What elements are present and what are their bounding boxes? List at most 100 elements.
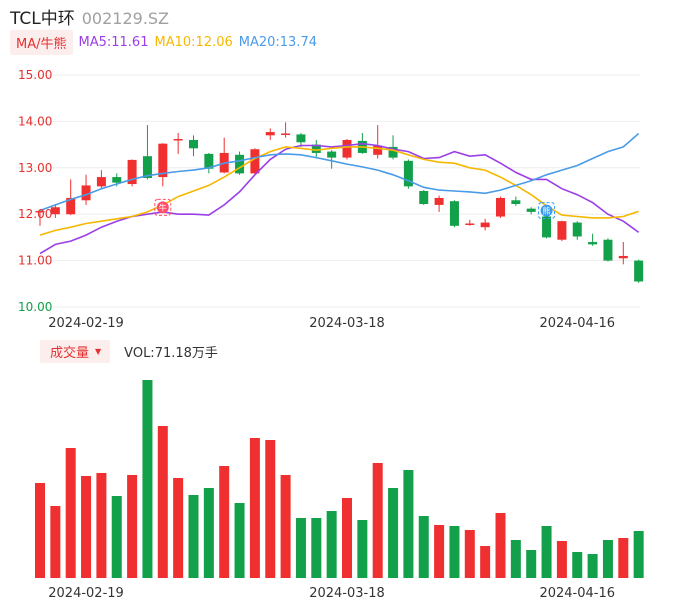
volume-bar — [188, 495, 199, 578]
candle-body — [127, 159, 137, 185]
volume-bar — [96, 473, 107, 578]
volume-legend: 成交量 ▼ VOL:71.18万手 — [40, 339, 218, 363]
date-axis-labels: 2024-02-19 2024-02-19 2024-03-18 2024-03-18… — [48, 316, 615, 601]
price-tick-label: 15.00 — [18, 68, 52, 82]
candle-body — [250, 149, 260, 174]
candle-body — [311, 144, 321, 153]
candle — [265, 128, 275, 140]
volume-bar — [265, 440, 276, 578]
volume-bar — [65, 448, 76, 578]
candle — [81, 174, 91, 205]
date-tick-label: 2024-04-16 — [539, 586, 615, 601]
volume-bar — [526, 550, 537, 578]
candle-body — [588, 242, 598, 245]
ma-legend: MA/牛熊 MA5:11.61 MA10:12.06 MA20:13.74 — [10, 29, 317, 55]
volume-bar — [618, 538, 629, 578]
candle-body — [296, 134, 306, 143]
candle — [66, 179, 76, 216]
volume-value: VOL:71.18万手 — [124, 345, 218, 361]
volume-bar — [35, 483, 45, 578]
candle-body — [327, 151, 337, 158]
candle — [219, 137, 229, 174]
date-tick-label: 2024-03-18 — [309, 586, 385, 601]
candle-body — [572, 222, 582, 237]
candle — [603, 238, 613, 262]
candle-body — [480, 222, 490, 228]
signal-marker-frame — [154, 198, 172, 216]
ma5-legend: MA5:11.61 — [78, 34, 149, 50]
candle-body — [403, 160, 413, 187]
volume-bar — [234, 503, 245, 578]
date-tick-label: 2024-04-16 — [539, 316, 615, 331]
candle-body — [496, 197, 505, 217]
candle — [634, 259, 644, 283]
candle-body — [542, 216, 552, 238]
volume-bar — [203, 488, 214, 578]
volume-bar — [403, 470, 414, 578]
volume-bar — [510, 540, 521, 578]
price-tick-label: 12.00 — [18, 207, 52, 221]
ma-toggle-button[interactable]: MA/牛熊 — [10, 29, 73, 55]
volume-bar — [480, 546, 491, 578]
candle — [449, 200, 459, 228]
candle-body — [112, 177, 122, 183]
candle — [96, 170, 106, 189]
candle-body — [419, 191, 429, 204]
candle-body — [449, 201, 459, 226]
candle-body — [634, 260, 644, 282]
price-tick-label: 11.00 — [18, 254, 52, 268]
volume-bar — [342, 498, 352, 578]
candle — [342, 139, 352, 160]
volume-bar — [372, 463, 383, 578]
candle-body — [434, 197, 444, 205]
volume-bar — [434, 525, 445, 578]
signal-marker-label: 牛 — [159, 202, 167, 212]
candle-body — [618, 255, 628, 259]
volume-bar — [326, 511, 337, 578]
candle-body — [511, 200, 521, 204]
candle — [327, 150, 337, 169]
candle — [557, 220, 567, 242]
signal-marker: 熊 — [538, 202, 556, 220]
volume-bar — [311, 518, 322, 578]
volume-bar — [219, 466, 230, 578]
date-tick-label: 2024-03-18 — [309, 316, 385, 331]
candle-body — [235, 154, 245, 174]
candle — [127, 159, 137, 187]
volume-bar — [602, 540, 613, 578]
price-grid — [16, 74, 640, 308]
candle-body — [142, 156, 152, 179]
candle — [189, 135, 198, 157]
volume-bar — [50, 506, 61, 578]
candle-body — [388, 146, 398, 158]
candle — [311, 139, 321, 159]
price-axis-labels: 15.00 14.00 13.00 12.00 11.00 10.00 — [18, 68, 52, 314]
ma10-legend: MA10:12.06 — [154, 34, 233, 50]
candle — [173, 133, 183, 154]
candle-body — [158, 143, 168, 178]
candle — [419, 190, 429, 205]
date-tick-label: 2024-02-19 — [48, 316, 124, 331]
candle-body — [265, 132, 275, 136]
candle-body — [173, 139, 183, 141]
volume-bar — [495, 513, 506, 578]
volume-bar — [556, 541, 567, 578]
ma20-line — [39, 132, 640, 212]
candle — [142, 125, 152, 180]
candle — [572, 221, 582, 240]
candlesticks — [35, 122, 644, 283]
volume-bar — [280, 475, 291, 578]
signal-marker: 牛 — [154, 198, 172, 216]
volume-bar — [249, 438, 260, 578]
candle — [526, 207, 536, 215]
candle-body — [96, 177, 106, 187]
volume-indicator-button[interactable]: 成交量 ▼ — [40, 339, 111, 363]
candle — [403, 159, 413, 189]
candle-body — [204, 153, 214, 169]
candle-body — [189, 139, 198, 149]
candle — [388, 135, 398, 160]
ma20-legend: MA20:13.74 — [238, 34, 317, 50]
candle — [588, 233, 598, 246]
candle-body — [66, 197, 76, 215]
